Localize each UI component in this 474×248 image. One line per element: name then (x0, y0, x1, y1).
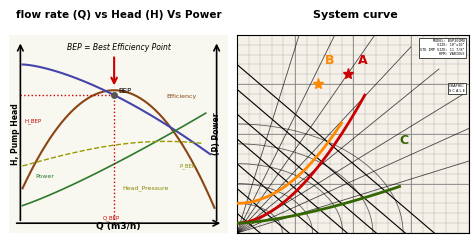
Text: H_BEP: H_BEP (25, 118, 42, 124)
Text: C: C (400, 134, 409, 147)
Text: Q_BEP: Q_BEP (103, 215, 120, 221)
Text: Head_Pressure: Head_Pressure (123, 186, 169, 191)
Text: A: A (358, 55, 367, 67)
Text: GRAPHIC
S C A L E: GRAPHIC S C A L E (449, 84, 465, 93)
Text: P_BEP: P_BEP (180, 164, 196, 169)
Text: BEP: BEP (118, 88, 132, 94)
Text: System curve: System curve (313, 10, 398, 20)
Text: BEP = Best Efficiency Point: BEP = Best Efficiency Point (66, 43, 171, 52)
Text: Power: Power (36, 174, 55, 179)
Text: Efficiency: Efficiency (166, 94, 197, 99)
Text: flow rate (Q) vs Head (H) Vs Power: flow rate (Q) vs Head (H) Vs Power (16, 10, 221, 20)
Text: H, Pump Head: H, Pump Head (10, 103, 19, 165)
Text: MODEL: BSP200MU
SIZE: 10"x10"
STD IMP SIZE: 11 7/8"
RPM: VARIOUS: MODEL: BSP200MU SIZE: 10"x10" STD IMP SI… (420, 39, 465, 57)
Text: Q (m3/h): Q (m3/h) (96, 222, 141, 231)
Text: B: B (325, 55, 335, 67)
Text: (P) Power: (P) Power (212, 113, 221, 155)
